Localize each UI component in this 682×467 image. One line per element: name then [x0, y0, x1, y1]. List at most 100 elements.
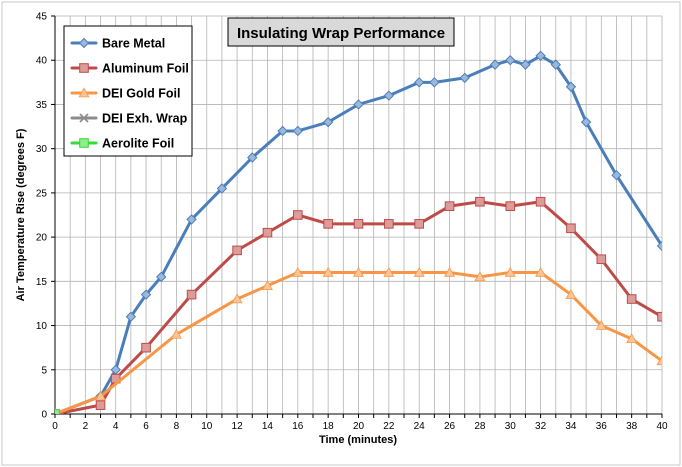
data-point-aluminum-foil	[535, 196, 546, 207]
data-point-aluminum-foil	[323, 219, 333, 229]
legend-label: DEI Exh. Wrap	[102, 112, 188, 126]
data-point-aluminum-foil	[657, 311, 662, 322]
data-point-dei-gold-foil	[656, 355, 662, 366]
y-tick-label: 15	[36, 277, 48, 288]
y-tick-label: 10	[36, 321, 48, 332]
data-point-bare-metal	[489, 59, 501, 70]
legend: Bare Metal Aluminum Foil DEI Gold Foil DEI …	[63, 25, 193, 157]
legend-item-dei-exh-wrap: DEI Exh. Wrap	[70, 112, 188, 126]
data-point-bare-metal	[383, 90, 395, 101]
legend-label: Aluminum Foil	[102, 62, 189, 76]
data-point-bare-metal	[505, 55, 516, 66]
data-point-dei-gold-foil	[292, 266, 304, 277]
data-point-aluminum-foil	[384, 219, 394, 229]
y-tick-label: 30	[36, 144, 48, 155]
data-point-bare-metal	[656, 240, 662, 252]
x-tick-label: 0	[52, 421, 58, 432]
data-point-dei-gold-foil	[535, 266, 547, 277]
legend-label: Aerolite Foil	[102, 137, 174, 151]
x-tick-label: 30	[505, 421, 517, 432]
legend-item-aerolite-foil: Aerolite Foil	[70, 137, 174, 151]
data-point-aluminum-foil	[414, 219, 424, 229]
data-point-dei-gold-foil	[261, 280, 273, 290]
data-point-bare-metal	[535, 50, 546, 62]
data-point-aluminum-foil	[95, 400, 106, 410]
data-point-bare-metal	[140, 289, 152, 300]
series-line-aluminum-foil	[55, 200, 662, 414]
data-point-aluminum-foil	[262, 227, 273, 238]
data-point-bare-metal	[550, 59, 561, 70]
x-tick-label: 40	[656, 421, 668, 432]
data-point-bare-metal	[156, 271, 167, 283]
x-tick-label: 16	[292, 421, 304, 432]
data-point-dei-gold-foil	[353, 266, 364, 277]
y-tick-label: 35	[36, 100, 48, 111]
data-point-bare-metal	[413, 77, 425, 88]
y-axis-title: Air Temperature Rise (degrees F)	[15, 128, 27, 301]
data-point-dei-gold-foil	[595, 319, 607, 330]
legend-item-bare-metal: Bare Metal	[70, 37, 165, 51]
x-tick-label: 38	[626, 421, 638, 432]
y-tick-label: 5	[41, 365, 47, 376]
data-point-dei-gold-foil	[322, 266, 334, 277]
x-tick-label: 32	[535, 421, 547, 432]
data-point-dei-gold-foil	[95, 390, 107, 401]
data-point-dei-gold-foil	[444, 266, 456, 277]
series-aerolite-foil	[55, 409, 60, 414]
x-tick-label: 6	[143, 421, 149, 432]
data-point-aluminum-foil	[566, 223, 576, 234]
data-point-aluminum-foil	[596, 254, 607, 265]
data-point-dei-gold-foil	[626, 333, 638, 344]
data-point-dei-gold-foil	[413, 266, 425, 277]
x-axis-title: Time (minutes)	[319, 434, 397, 446]
data-point-bare-metal	[580, 116, 592, 128]
data-point-bare-metal	[611, 169, 622, 181]
y-tick-label: 20	[36, 233, 48, 244]
data-point-dei-gold-foil	[504, 266, 516, 277]
x-tick-label: 10	[201, 421, 213, 432]
x-tick-label: 36	[596, 421, 608, 432]
legend-swatch-marker	[79, 138, 89, 148]
x-tick-label: 28	[474, 421, 486, 432]
series-group	[55, 50, 662, 414]
series-aluminum-foil	[55, 196, 662, 414]
data-point-aluminum-foil	[444, 201, 455, 211]
title-group: Insulating Wrap Performance	[227, 17, 455, 47]
chart-title: Insulating Wrap Performance	[237, 25, 445, 42]
data-point-dei-gold-foil	[383, 266, 395, 277]
series-dei-gold-foil	[55, 266, 662, 414]
data-point-bare-metal	[277, 125, 288, 137]
legend-swatch-marker	[79, 113, 89, 123]
data-point-bare-metal	[186, 214, 197, 225]
x-tick-label: 8	[174, 421, 180, 432]
data-point-aluminum-foil	[141, 342, 151, 353]
legend-swatch-marker	[79, 63, 89, 73]
legend-label: Bare Metal	[102, 37, 165, 51]
x-tick-label: 2	[83, 421, 89, 432]
legend-label: DEI Gold Foil	[102, 87, 180, 101]
data-point-bare-metal	[216, 183, 228, 194]
data-point-dei-gold-foil	[170, 328, 182, 339]
x-tick-label: 26	[444, 421, 456, 432]
x-tick-label: 12	[232, 421, 244, 432]
data-point-bare-metal	[429, 77, 440, 88]
data-point-bare-metal	[125, 311, 137, 322]
x-tick-label: 22	[383, 421, 395, 432]
x-tick-label: 18	[323, 421, 335, 432]
x-tick-label: 20	[353, 421, 365, 432]
data-point-bare-metal	[565, 81, 577, 92]
data-point-bare-metal	[292, 125, 304, 137]
data-point-aluminum-foil	[232, 245, 242, 256]
y-tick-label: 25	[36, 188, 48, 199]
y-tick-label: 0	[41, 410, 47, 421]
data-point-dei-gold-foil	[231, 293, 243, 304]
data-point-aluminum-foil	[293, 210, 303, 220]
data-point-aluminum-foil	[505, 201, 516, 211]
axes: 0 2 4 6 8 10 12 14 16 18 20 22 24 26 28 30 32 34 36 38 40051…	[36, 12, 668, 433]
data-point-bare-metal	[520, 59, 531, 70]
legend-item-dei-gold-foil: DEI Gold Foil	[70, 87, 180, 101]
legend-swatch-marker	[78, 87, 90, 98]
